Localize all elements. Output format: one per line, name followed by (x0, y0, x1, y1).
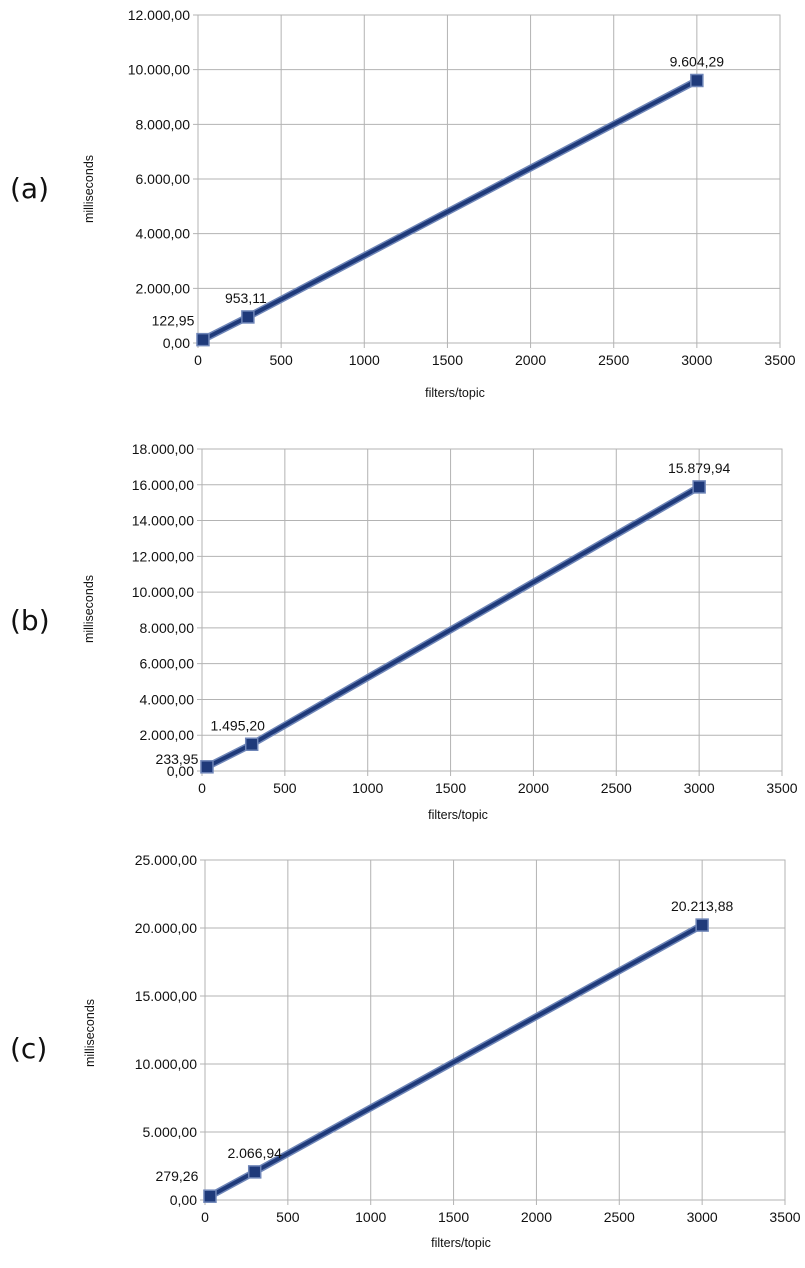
x-tick-label: 3000 (681, 352, 712, 368)
data-label: 15.879,94 (668, 460, 730, 476)
x-tick-label: 3500 (764, 352, 795, 368)
x-tick-label: 3500 (769, 1209, 800, 1225)
x-tick-label: 2000 (521, 1209, 552, 1225)
y-tick-label: 0,00 (167, 763, 194, 779)
x-tick-label: 1500 (432, 352, 463, 368)
y-tick-label: 15.000,00 (135, 988, 197, 1004)
data-point-marker (244, 737, 259, 752)
x-tick-label: 1000 (349, 352, 380, 368)
y-tick-label: 10.000,00 (135, 1056, 197, 1072)
y-axis-label: milliseconds (83, 999, 97, 1067)
y-tick-label: 18.000,00 (132, 441, 194, 457)
x-tick-label: 1500 (438, 1209, 469, 1225)
y-tick-label: 6.000,00 (136, 171, 191, 187)
y-tick-label: 8.000,00 (136, 116, 191, 132)
y-tick-label: 16.000,00 (132, 477, 194, 493)
data-point-marker (196, 332, 210, 347)
x-tick-label: 1500 (435, 780, 466, 796)
data-label: 1.495,20 (210, 717, 265, 733)
y-tick-label: 25.000,00 (135, 852, 197, 868)
x-tick-label: 3000 (687, 1209, 718, 1225)
y-tick-label: 8.000,00 (140, 620, 195, 636)
data-point-marker (247, 1165, 262, 1179)
y-tick-label: 12.000,00 (132, 548, 194, 564)
data-point-marker (692, 480, 706, 494)
y-tick-label: 2.000,00 (140, 727, 195, 743)
data-point-marker (695, 918, 709, 932)
series-line (202, 78, 698, 342)
series-line (209, 923, 704, 1198)
x-tick-label: 0 (194, 352, 202, 368)
x-tick-label: 1000 (355, 1209, 386, 1225)
data-point-marker (690, 73, 704, 88)
data-label: 279,26 (156, 1168, 199, 1184)
data-point-marker (241, 310, 255, 324)
data-label: 233,95 (156, 751, 199, 767)
x-tick-label: 2500 (604, 1209, 635, 1225)
x-axis-label: filters/topic (431, 1236, 491, 1250)
panel-label: (a) (10, 172, 49, 205)
y-tick-label: 20.000,00 (135, 920, 197, 936)
x-tick-label: 3500 (766, 780, 797, 796)
y-axis-label: milliseconds (82, 575, 96, 643)
y-tick-label: 2.000,00 (136, 280, 191, 296)
x-tick-label: 0 (201, 1209, 209, 1225)
panel-label: (c) (10, 1032, 47, 1065)
data-label: 953,11 (225, 290, 267, 306)
y-tick-label: 5.000,00 (143, 1124, 198, 1140)
y-tick-label: 6.000,00 (140, 656, 195, 672)
x-tick-label: 2500 (601, 780, 632, 796)
y-tick-label: 0,00 (170, 1192, 197, 1208)
x-tick-label: 2500 (598, 352, 629, 368)
x-tick-label: 500 (276, 1209, 300, 1225)
chart-panel-a: (a) 0 500 1000 1500 2000 2500 3000 3500 0,00 2.000… (10, 7, 796, 400)
x-tick-label: 1000 (352, 780, 383, 796)
x-tick-label: 500 (273, 780, 297, 796)
data-label: 2.066,94 (227, 1145, 282, 1161)
x-axis-label: filters/topic (425, 386, 485, 400)
chart-panel-c: (c) 0 500 1000 1500 2000 2500 3000 3500 0,00 5.000… (10, 852, 801, 1250)
y-tick-label: 0,00 (163, 335, 190, 351)
data-point-marker (200, 760, 214, 774)
panel-label: (b) (10, 604, 50, 637)
x-tick-label: 500 (269, 352, 293, 368)
y-axis-label: milliseconds (82, 155, 96, 223)
x-axis-label: filters/topic (428, 808, 488, 822)
y-tick-label: 14.000,00 (132, 513, 194, 529)
chart-panel-b: (b) 0 500 1000 1500 2000 2500 3000 3500 0,00 2.000… (10, 441, 798, 822)
data-label: 20.213,88 (671, 898, 733, 914)
plot-area (204, 859, 786, 1201)
x-tick-label: 0 (198, 780, 206, 796)
y-tick-label: 12.000,00 (128, 7, 190, 23)
data-point-marker (203, 1189, 217, 1203)
x-tick-label: 2000 (518, 780, 549, 796)
x-tick-label: 2000 (515, 352, 546, 368)
x-tick-label: 3000 (684, 780, 715, 796)
y-tick-label: 4.000,00 (140, 691, 195, 707)
y-tick-label: 4.000,00 (136, 226, 191, 242)
y-tick-label: 10.000,00 (132, 584, 194, 600)
data-label: 122,95 (152, 313, 195, 329)
y-tick-label: 10.000,00 (128, 62, 190, 78)
data-label: 9.604,29 (670, 53, 725, 69)
plot-area (201, 448, 783, 772)
plot-area (197, 14, 781, 344)
